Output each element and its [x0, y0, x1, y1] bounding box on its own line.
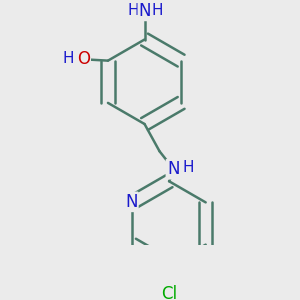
Text: N: N	[139, 2, 151, 20]
Text: H: H	[183, 160, 194, 175]
Text: N: N	[167, 160, 179, 178]
Text: H: H	[128, 3, 139, 18]
Text: Cl: Cl	[161, 285, 177, 300]
Text: H: H	[151, 3, 163, 18]
Text: H: H	[63, 51, 74, 66]
Text: O: O	[77, 50, 90, 68]
Text: N: N	[125, 193, 137, 211]
